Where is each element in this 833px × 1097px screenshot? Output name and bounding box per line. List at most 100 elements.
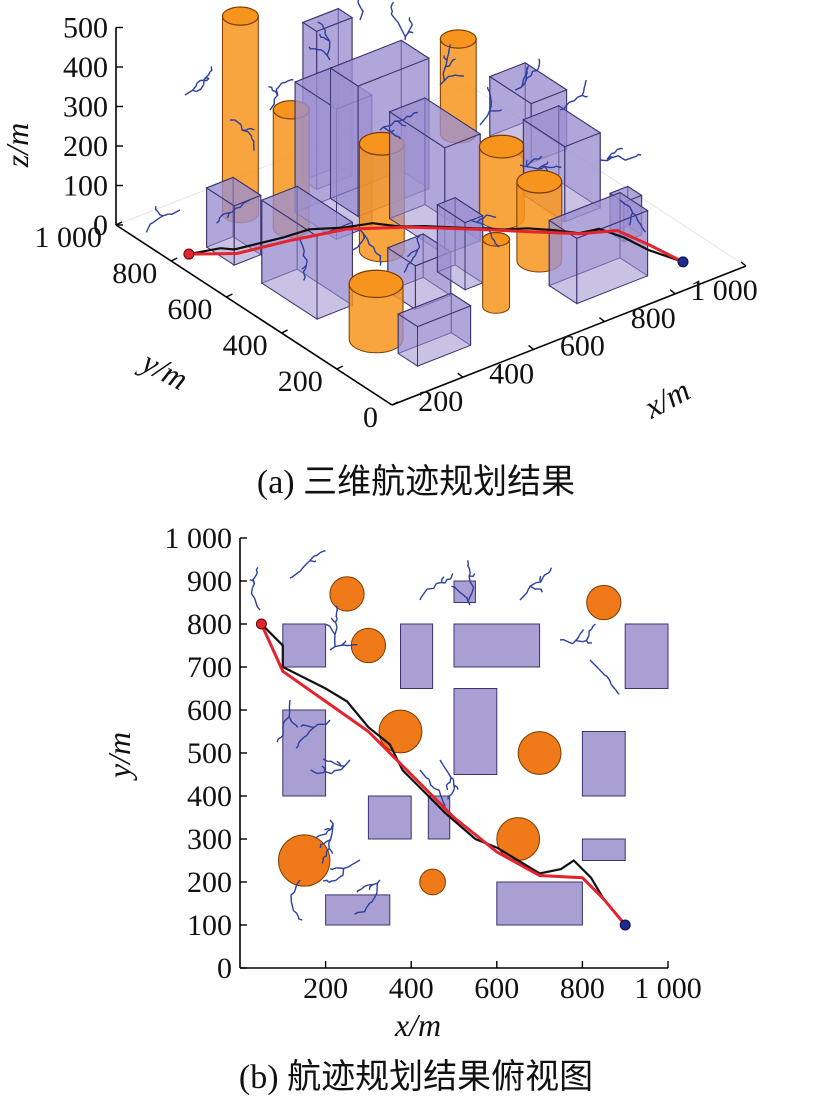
box-face-top (205, 176, 262, 207)
tree-branch (519, 589, 529, 601)
tree-branch (366, 239, 374, 248)
tree-branch (308, 46, 315, 50)
y-tick-mark-3d (170, 257, 178, 262)
obstacle-rectangle (581, 731, 626, 797)
building-box (548, 191, 649, 305)
obstacle-rectangle (367, 795, 412, 840)
obstacle-rectangle (624, 623, 669, 689)
tree-branch (611, 155, 623, 159)
tree-branch (252, 572, 258, 580)
tree-branch (328, 847, 333, 854)
y-tick-label: 800 (187, 608, 232, 641)
box-face-top (548, 192, 649, 239)
tree-branch (406, 261, 412, 268)
tree-branch (328, 832, 333, 844)
tree-branch (395, 135, 401, 140)
tree-branch (330, 617, 336, 623)
tree-branch (297, 915, 303, 921)
tree-branch (368, 884, 374, 890)
tree-branch (412, 111, 418, 115)
y-tick-label-3d: 800 (112, 257, 157, 290)
y-tick-label-3d: 0 (363, 401, 378, 434)
tree-branch (577, 91, 585, 98)
box-face-left (330, 67, 359, 218)
tree-branch (249, 579, 256, 584)
tree-branch (288, 699, 291, 714)
building-box (205, 176, 262, 267)
tree-branch (394, 120, 402, 125)
tree-branch (302, 251, 308, 262)
tree-branch (376, 879, 381, 893)
tree-branch (292, 909, 299, 917)
tree-branch (419, 588, 428, 601)
obstacle-circle (278, 834, 331, 887)
tree-branch (326, 842, 331, 852)
obstacle-rectangle (496, 881, 583, 926)
obstacle-rectangle (325, 894, 391, 926)
z-tick-label: 400 (63, 51, 108, 84)
z-axis-label: z/m (0, 123, 35, 168)
tree-branch (317, 21, 323, 26)
tree-branch (591, 623, 596, 630)
tree-branch (400, 123, 407, 127)
tree-branch (390, 1, 394, 8)
tree-branch (299, 239, 305, 252)
tree-branch (268, 86, 274, 91)
tree-branch (253, 597, 261, 611)
tree-branch (468, 572, 471, 582)
obstacle-rectangle (453, 688, 498, 775)
tree-branch (315, 834, 322, 839)
tree-branch (292, 722, 299, 728)
tree-branch (229, 119, 242, 126)
x-tick-label-3d: 600 (560, 330, 605, 363)
tree-branch (330, 769, 342, 775)
obstacle-rectangle (282, 709, 327, 797)
tree-branch (407, 31, 414, 35)
tree-branch (441, 576, 445, 583)
tree-branch (451, 74, 459, 77)
caption-a: (a) 三维航迹规划结果 (257, 463, 575, 501)
tree-branch (641, 227, 647, 233)
x-tick-label-3d: 1 000 (690, 274, 758, 307)
tree-branch (522, 73, 528, 80)
raw-path (260, 623, 627, 926)
tree-branch (599, 157, 613, 162)
tree-branch (205, 71, 211, 78)
tree-branch (543, 161, 549, 166)
tree-branch (483, 214, 491, 219)
tree-branch (377, 253, 382, 261)
goal-point (619, 919, 631, 931)
tree-branch (357, 0, 362, 9)
tree-branch (476, 217, 485, 223)
tree-branch (216, 218, 220, 224)
tree-branch (434, 787, 442, 796)
tree-branch (400, 28, 407, 41)
tree-branch (629, 155, 637, 160)
tree-branch (325, 623, 332, 629)
tree-branch (280, 730, 284, 738)
tree-branch (324, 827, 331, 831)
box-face-top (388, 97, 482, 149)
x-tick-mark-3d (528, 344, 535, 350)
cylinder-top (478, 134, 525, 159)
y-tick-label: 300 (187, 823, 232, 856)
x-tick-mark-3d (457, 372, 464, 378)
caption-b: (b) 航迹规划结果俯视图 (239, 1058, 593, 1096)
tree-branch (443, 75, 452, 82)
tree-branch (295, 742, 300, 749)
tree-branch (529, 585, 538, 590)
tree-branch (231, 206, 241, 213)
tree-branch (445, 783, 449, 791)
plot-area-2d (249, 550, 669, 931)
obstacle-circle (517, 731, 562, 775)
tree-branch (272, 90, 279, 96)
exploration-tree (249, 550, 620, 921)
tree-branch (555, 165, 562, 169)
tree-branch (282, 721, 285, 731)
tree-branch (629, 219, 632, 226)
tree-branch (226, 212, 230, 219)
tree-branch (548, 567, 552, 574)
tree-branch (403, 267, 408, 273)
tree-branch (289, 570, 302, 579)
cylinder-top (439, 29, 477, 49)
